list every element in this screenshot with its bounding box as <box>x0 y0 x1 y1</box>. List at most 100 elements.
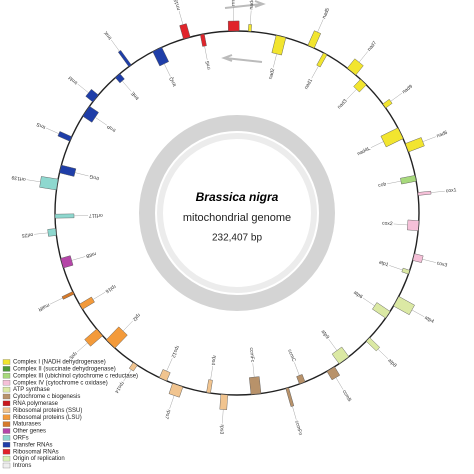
gene-block <box>307 30 321 49</box>
gene-leader <box>49 297 63 305</box>
gene-leader <box>92 292 106 300</box>
gene-label: trnK <box>103 29 114 40</box>
legend-label: ORFs <box>13 435 29 441</box>
gene-block <box>219 394 229 410</box>
gene: rpl16 <box>79 283 117 310</box>
gene: rpl2 <box>105 312 141 349</box>
gene-leader <box>249 10 252 25</box>
legend-swatch <box>2 373 11 379</box>
gene-leader <box>390 92 403 102</box>
gene-block <box>117 50 132 67</box>
gene-block <box>115 73 125 84</box>
gene-block <box>59 164 77 177</box>
gene-block <box>400 175 417 185</box>
gene: trnP <box>82 105 118 133</box>
gene-label: rps3 <box>218 424 225 434</box>
gene-label: cox3 <box>436 260 448 268</box>
gene-block <box>47 228 57 237</box>
gene: rrn26 <box>227 0 240 32</box>
legend-label: Other genes <box>13 429 46 435</box>
gene: ccmB <box>326 366 353 403</box>
gene: cob <box>378 175 417 189</box>
gene-label: cox2 <box>382 220 393 227</box>
gene-leader <box>222 409 224 424</box>
gene-block <box>346 58 364 76</box>
genome-subtitle: mitochondrial genome <box>183 212 291 224</box>
gene-label: orf25 <box>21 231 33 238</box>
gene: mttB <box>60 250 97 269</box>
gene-label: nad9 <box>401 84 414 96</box>
gene-leader <box>422 136 436 142</box>
gene-label: trnS <box>35 121 46 130</box>
legend-label: Complex II (succinate dehydrogenase) <box>13 366 116 372</box>
legend-label: Maturases <box>13 422 41 428</box>
gene-leader <box>122 320 133 332</box>
legend-label: Introns <box>13 463 31 469</box>
gene-leader <box>393 223 408 226</box>
gene-label: trnP <box>106 123 118 133</box>
gene-block <box>365 337 381 352</box>
gene-leader <box>422 259 436 263</box>
gene: orf139 <box>11 174 59 191</box>
gene-label: atp1 <box>378 259 389 268</box>
gene: nad6 <box>405 130 449 153</box>
legend-label: Origin of replication <box>13 456 65 462</box>
gene-leader <box>292 406 297 420</box>
gene-block <box>285 387 295 407</box>
gene-label: atp9 <box>320 329 331 341</box>
gene: rps7 <box>163 383 184 420</box>
gene-leader <box>370 141 384 148</box>
gene: trnQ <box>152 46 178 87</box>
gene: nad4L <box>356 127 404 157</box>
gene: atp6 <box>352 290 391 319</box>
gene-block <box>412 253 424 263</box>
gene-leader <box>387 180 401 185</box>
gene-block <box>271 34 287 56</box>
gene-label: nad2 <box>268 68 277 80</box>
legend-swatch <box>2 380 11 386</box>
gene: nad9 <box>382 84 414 109</box>
gene-label: nad4 <box>249 0 256 10</box>
gene: trnK <box>103 29 132 67</box>
gene-label: matR <box>37 302 51 313</box>
gene-block <box>105 326 128 349</box>
gene-block <box>79 296 95 310</box>
gene: orf25 <box>21 228 57 238</box>
gene-leader <box>77 83 89 93</box>
gene-label: nad1 <box>303 78 314 91</box>
legend-swatch <box>2 386 11 393</box>
gene: atp9 <box>320 329 350 365</box>
gene-label: mttB <box>85 250 97 259</box>
legend-swatch <box>2 455 11 462</box>
legend-label: ATP synthase <box>13 387 50 393</box>
legend-label: Complex IV (cytochrome c oxidase) <box>13 380 108 386</box>
gene-label: rps14 <box>113 380 125 394</box>
gene-label: ccmFc <box>248 347 256 363</box>
gene-block <box>372 302 391 319</box>
gene-label: trnM <box>67 74 79 85</box>
gene-block <box>200 33 207 47</box>
gene-block <box>326 366 341 381</box>
gene: atp8 <box>365 337 398 369</box>
gene: matR <box>37 291 75 313</box>
legend-label: Complex III (ubichinol cytochrome c redu… <box>13 373 138 379</box>
gene-leader <box>45 127 59 134</box>
gene: nad3 <box>336 79 367 110</box>
gene-label: rps12 <box>170 345 181 359</box>
gene-label: nad7 <box>366 40 378 53</box>
gene: rps12 <box>159 345 181 382</box>
legend-swatch <box>2 400 11 407</box>
legend-label: Ribosomal proteins (SSU) <box>13 408 82 414</box>
gene-leader <box>328 339 338 351</box>
legend-swatch <box>2 442 11 448</box>
gene-label: ccmFn <box>293 420 303 436</box>
gene-block <box>382 99 393 109</box>
gene: ccmFc <box>248 347 262 395</box>
gene-leader <box>273 53 277 68</box>
gene-leader <box>71 256 86 261</box>
gene-leader <box>166 358 173 372</box>
gene-label: rpl16 <box>104 283 117 294</box>
gene: nad7 <box>346 40 378 76</box>
gene-label: rps4 <box>210 355 217 366</box>
gene-leader <box>122 80 132 92</box>
